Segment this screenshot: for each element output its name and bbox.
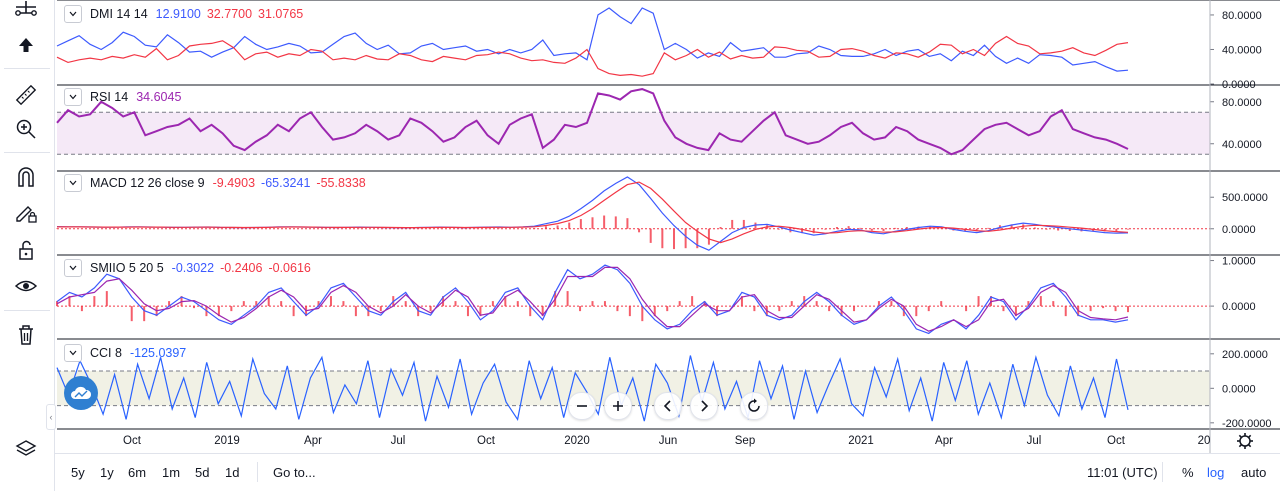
legend-cci-name: CCI 8 bbox=[90, 346, 122, 360]
legend-rsi: RSI 14 34.6045 bbox=[64, 88, 187, 106]
range-5d-button[interactable]: 5d bbox=[195, 464, 210, 480]
settings-gear-icon bbox=[1237, 433, 1253, 449]
legend-cci: CCI 8 -125.0397 bbox=[64, 344, 192, 362]
zoom-out-button[interactable] bbox=[568, 392, 596, 420]
legend-cci-value: -125.0397 bbox=[129, 346, 187, 360]
time-axis-label: Jul bbox=[1027, 435, 1042, 447]
series-smiio-1 bbox=[56, 266, 1129, 332]
time-axis-label: 2020 bbox=[564, 435, 590, 447]
band-cci bbox=[57, 371, 1210, 406]
eye-icon[interactable] bbox=[8, 271, 44, 301]
time-axis-label: Oct bbox=[1107, 435, 1126, 447]
legend-dmi-minus: 32.7700 bbox=[206, 7, 253, 21]
log-toggle[interactable]: log bbox=[1207, 464, 1225, 480]
unlock-icon[interactable] bbox=[8, 235, 44, 265]
range-1d-button[interactable]: 1d bbox=[225, 464, 240, 480]
series-dmi-1 bbox=[56, 35, 1129, 77]
scroll-left-button[interactable] bbox=[654, 392, 682, 420]
legend-smiio-name: SMIIO 5 20 5 bbox=[90, 261, 164, 275]
series-macd-1 bbox=[57, 181, 1129, 244]
legend-smiio-osc: -0.0616 bbox=[268, 261, 311, 275]
magnet-icon[interactable] bbox=[8, 162, 44, 192]
y-tick-label: 500.0000 bbox=[1222, 192, 1268, 204]
percent-toggle[interactable]: % bbox=[1182, 464, 1194, 480]
y-tick-label: 40.0000 bbox=[1222, 139, 1262, 151]
legend-macd-name: MACD 12 26 close 9 bbox=[90, 176, 205, 190]
range-1m-button[interactable]: 1m bbox=[162, 464, 181, 480]
range-6m-button[interactable]: 6m bbox=[128, 464, 147, 480]
utc-time[interactable]: 11:01 (UTC) bbox=[1087, 464, 1158, 480]
y-tick-label: 0.0000 bbox=[1222, 301, 1256, 313]
ruler-icon[interactable] bbox=[8, 80, 44, 110]
goto-button[interactable]: Go to... bbox=[273, 464, 316, 480]
legend-dmi-plus: 12.9100 bbox=[155, 7, 201, 21]
time-axis-label: Jun bbox=[659, 435, 678, 447]
zoom-in-icon[interactable] bbox=[8, 114, 44, 144]
pencil-lock-icon[interactable] bbox=[8, 198, 44, 228]
y-tick-label: 1.0000 bbox=[1222, 256, 1256, 268]
scroll-right-button[interactable] bbox=[690, 392, 718, 420]
range-5y-button[interactable]: 5y bbox=[71, 464, 85, 480]
legend-dmi: DMI 14 14 12.9100 32.7700 31.0765 bbox=[64, 5, 309, 23]
zoom-in-button[interactable] bbox=[604, 392, 632, 420]
series-dmi-0 bbox=[56, 7, 1129, 72]
time-axis-label: Jul bbox=[391, 435, 406, 447]
time-axis-label: Oct bbox=[477, 435, 496, 447]
cloud-logo-icon[interactable] bbox=[64, 376, 98, 410]
pane-macd: 500.0000 0.0000 bbox=[56, 176, 1268, 251]
chevron-down-icon[interactable] bbox=[64, 259, 82, 277]
reset-chart-button[interactable] bbox=[740, 392, 768, 420]
y-tick-label: 40.0000 bbox=[1222, 44, 1262, 56]
chevron-down-icon[interactable] bbox=[64, 5, 82, 23]
trash-icon[interactable] bbox=[8, 320, 44, 350]
layers-icon[interactable] bbox=[8, 434, 44, 464]
legend-rsi-value: 34.6045 bbox=[136, 90, 182, 104]
time-axis-label: Oct bbox=[123, 435, 142, 447]
legend-macd-line: -65.3241 bbox=[261, 176, 311, 190]
crosshair-icon[interactable] bbox=[8, 0, 44, 25]
range-1y-button[interactable]: 1y bbox=[100, 464, 114, 480]
series-smiio-0 bbox=[56, 264, 1129, 335]
y-tick-label: 80.0000 bbox=[1222, 97, 1262, 109]
legend-smiio-signal: -0.2406 bbox=[220, 261, 263, 275]
time-axis-label: 2019 bbox=[214, 435, 240, 447]
pane-rsi: 80.0000 40.0000 bbox=[56, 88, 1262, 156]
legend-macd-signal: -55.8338 bbox=[316, 176, 366, 190]
time-axis-label: 2021 bbox=[848, 435, 874, 447]
series-rsi-0 bbox=[56, 88, 1129, 156]
collapse-left-icon[interactable]: ‹ bbox=[46, 404, 56, 430]
legend-smiio: SMIIO 5 20 5 -0.3022 -0.2406 -0.0616 bbox=[64, 259, 317, 277]
y-tick-label: -200.0000 bbox=[1222, 418, 1272, 430]
time-axis-label: Apr bbox=[304, 435, 322, 447]
legend-dmi-name: DMI 14 14 bbox=[90, 7, 148, 21]
drawing-toolbar bbox=[0, 0, 55, 491]
y-tick-label: 0.0000 bbox=[1222, 383, 1256, 395]
y-tick-label: 200.0000 bbox=[1222, 349, 1268, 361]
y-tick-label: 0.0000 bbox=[1222, 224, 1256, 236]
legend-macd: MACD 12 26 close 9 -9.4903 -65.3241 -55.… bbox=[64, 174, 372, 192]
auto-toggle[interactable]: auto bbox=[1241, 464, 1267, 480]
chevron-down-icon[interactable] bbox=[64, 174, 82, 192]
time-axis-label: Apr bbox=[935, 435, 953, 447]
legend-dmi-adx: 31.0765 bbox=[258, 7, 304, 21]
legend-smiio-smi: -0.3022 bbox=[171, 261, 215, 275]
y-tick-label: 80.0000 bbox=[1222, 10, 1262, 22]
chevron-down-icon[interactable] bbox=[64, 88, 82, 106]
pane-smiio: 1.0000 0.0000 bbox=[56, 256, 1256, 335]
bottom-toolbar: 5y 1y 6m 1m 5d 1d Go to... 11:01 (UTC) %… bbox=[55, 453, 1280, 492]
legend-macd-hist: -9.4903 bbox=[212, 176, 256, 190]
arrow-up-icon[interactable] bbox=[8, 30, 44, 60]
time-axis-label: 20 bbox=[1198, 435, 1211, 447]
pane-cci: 200.0000 0.0000 -200.0000 bbox=[56, 349, 1272, 430]
time-axis-label: Sep bbox=[735, 435, 755, 447]
band-rsi bbox=[57, 112, 1210, 155]
legend-rsi-name: RSI 14 bbox=[90, 90, 129, 104]
chevron-down-icon[interactable] bbox=[64, 344, 82, 362]
